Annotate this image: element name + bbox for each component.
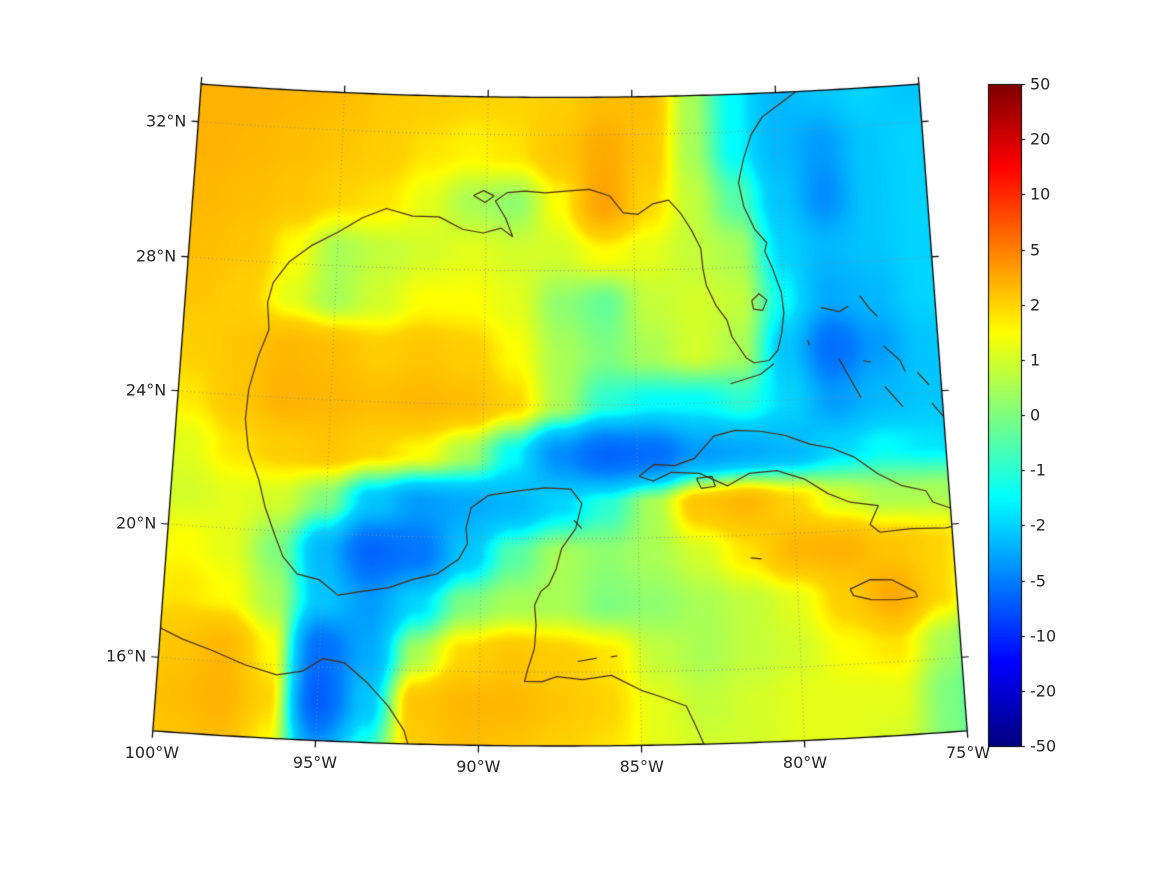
figure: 32°N 28°N 24°N 20°N 16°N 100°W 95°W 90°W 85°W 80°…: [0, 0, 1167, 875]
geo-heatmap-canvas: [0, 0, 1167, 875]
